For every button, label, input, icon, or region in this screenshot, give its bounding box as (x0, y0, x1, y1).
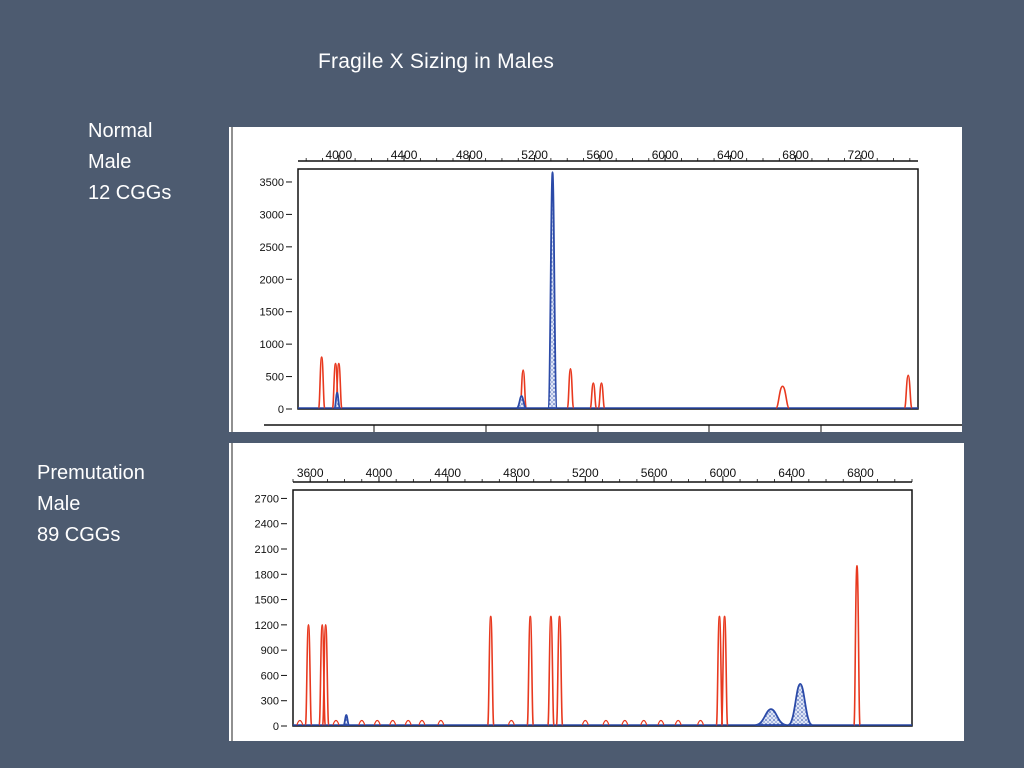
size-standard-peak (526, 615, 535, 726)
y-tick-label: 2700 (255, 493, 279, 505)
chart-panel-premutation: 3600 4000 4400 4800 5200 5600 6000 6400 6800 0 300… (229, 443, 964, 741)
size-standard-peak (903, 374, 913, 409)
size-standard-peak (720, 615, 729, 726)
sample-label-line: Normal (88, 120, 153, 142)
y-tick-label: 1500 (255, 595, 279, 607)
x-tick-label: 5600 (641, 466, 668, 480)
x-tick-label: 6400 (717, 148, 744, 162)
x-tick-label: 6000 (710, 466, 737, 480)
sample-peak (755, 708, 787, 726)
size-standard-peak (715, 615, 724, 726)
size-standard-peak (317, 356, 326, 409)
size-standard-minor-peak (507, 719, 515, 726)
x-tick-label: 6400 (778, 466, 805, 480)
size-standard-peak (566, 367, 575, 409)
electropherogram-normal: 4000 4400 4800 5200 5600 6000 6400 6800 7200 0 500… (231, 127, 962, 432)
plot-frame (292, 489, 913, 727)
y-tick-label: 1000 (260, 339, 284, 351)
size-standard-peak (775, 385, 790, 409)
size-standard-minor-peak (404, 719, 412, 726)
x-tick-label: 4800 (503, 466, 530, 480)
size-standard-minor-peak (418, 719, 426, 726)
x-tick-label: 4800 (456, 148, 483, 162)
size-standard-peak (321, 624, 330, 726)
size-standard-minor-peak (296, 719, 304, 726)
y-tick-label: 3500 (260, 177, 284, 189)
size-standard-minor-peak (332, 719, 340, 726)
x-tick-label: 4400 (434, 466, 461, 480)
y-tick-label: 0 (278, 404, 284, 416)
y-tick-label: 1200 (255, 620, 279, 632)
sample-peak (547, 171, 558, 409)
y-tick-label: 300 (261, 696, 279, 708)
x-tick-label: 6800 (782, 148, 809, 162)
sample-peak (333, 391, 342, 409)
size-standard-minor-peak (640, 719, 648, 726)
sample-label-line: 12 CGGs (88, 182, 172, 204)
y-tick-label: 500 (266, 372, 284, 384)
size-standard-peak (318, 624, 327, 726)
size-standard-minor-peak (621, 719, 629, 726)
sample-peak (787, 682, 814, 726)
y-tick-label: 3000 (260, 209, 284, 221)
sample-label-line: Male (37, 493, 81, 515)
chart-panel-normal: 4000 4400 4800 5200 5600 6000 6400 6800 7200 0 500… (229, 127, 962, 432)
y-tick-label: 1500 (260, 307, 284, 319)
size-standard-peak (547, 615, 555, 726)
x-tick-label: 7200 (848, 148, 875, 162)
x-tick-label: 5200 (521, 148, 548, 162)
size-standard-peak (304, 624, 313, 726)
size-standard-minor-peak (657, 719, 665, 726)
y-tick-label: 2500 (260, 242, 284, 254)
x-tick-label: 5200 (572, 466, 599, 480)
x-tick-label: 6800 (847, 466, 874, 480)
y-tick-label: 0 (273, 721, 279, 733)
size-standard-minor-peak (358, 719, 366, 726)
y-tick-label: 2000 (260, 274, 284, 286)
y-tick-label: 1800 (255, 569, 279, 581)
size-standard-minor-peak (437, 719, 445, 726)
size-standard-minor-peak (674, 719, 682, 726)
electropherogram-premutation: 3600 4000 4400 4800 5200 5600 6000 6400 6800 0 300… (231, 443, 913, 741)
size-standard-minor-peak (389, 719, 397, 726)
size-standard-minor-peak (373, 719, 381, 726)
sample-label-line: Male (88, 151, 132, 173)
size-standard-minor-peak (581, 719, 589, 726)
x-tick-label: 4400 (391, 148, 418, 162)
y-tick-label: 900 (261, 645, 279, 657)
x-tick-label: 6000 (652, 148, 679, 162)
size-standard-peak (589, 382, 598, 409)
size-standard-minor-peak (602, 719, 610, 726)
size-standard-peak (555, 615, 564, 726)
x-tick-label: 5600 (586, 148, 613, 162)
sample-label-line: Premutation (37, 462, 145, 484)
size-standard-peak (486, 615, 495, 726)
sample-peak (516, 395, 527, 409)
sample-label-normal: Normal Male 12 CGGs (88, 116, 171, 209)
slide-title: Fragile X Sizing in Males (318, 50, 555, 73)
sample-label-premutation: Premutation Male 89 CGGs (37, 458, 145, 551)
y-tick-label: 2100 (255, 544, 279, 556)
size-standard-minor-peak (696, 719, 705, 726)
plot-frame (297, 168, 919, 410)
size-standard-peak (597, 382, 606, 409)
size-standard-peak (853, 565, 861, 726)
x-tick-label: 4000 (325, 148, 352, 162)
x-tick-label: 3600 (297, 466, 324, 480)
y-tick-label: 600 (261, 670, 279, 682)
sample-peak (342, 714, 351, 726)
sample-label-line: 89 CGGs (37, 524, 121, 546)
x-tick-label: 4000 (366, 466, 393, 480)
y-tick-label: 2400 (255, 519, 279, 531)
